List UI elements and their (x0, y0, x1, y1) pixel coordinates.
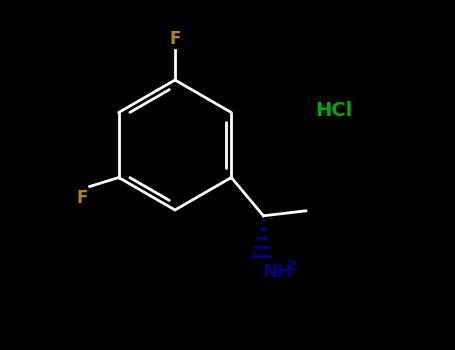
Text: F: F (76, 189, 88, 206)
Text: HCl: HCl (315, 100, 352, 119)
Text: F: F (169, 30, 181, 48)
Text: 2: 2 (287, 259, 297, 273)
Text: NH: NH (262, 263, 292, 281)
